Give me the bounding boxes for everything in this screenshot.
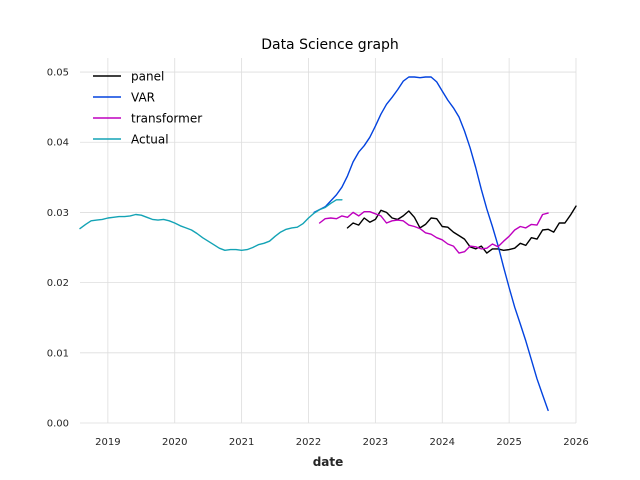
x-tick-label: 2023 — [363, 437, 388, 448]
y-tick-label: 0.00 — [47, 419, 69, 430]
series-lines — [79, 76, 577, 412]
chart-title: Data Science graph — [261, 37, 399, 53]
legend-label-var: VAR — [131, 91, 155, 105]
x-tick-label: 2020 — [162, 437, 187, 448]
series-line-transformer — [318, 211, 549, 254]
legend: panel VAR transformer Actual — [93, 70, 202, 147]
series-line-actual — [79, 199, 343, 251]
series-line-panel — [346, 205, 577, 254]
legend-label-actual: Actual — [131, 133, 169, 147]
x-tick-label: 2022 — [296, 437, 321, 448]
x-tick-label: 2024 — [430, 437, 455, 448]
y-tick-label: 0.04 — [47, 138, 69, 149]
x-axis-ticks: 2019 2020 2021 2022 2023 2024 2025 2026 — [95, 437, 589, 448]
x-tick-label: 2019 — [95, 437, 120, 448]
x-tick-label: 2021 — [229, 437, 254, 448]
x-axis-label: date — [313, 455, 344, 469]
y-tick-label: 0.03 — [47, 208, 69, 219]
x-tick-label: 2025 — [496, 437, 521, 448]
y-tick-label: 0.02 — [47, 278, 69, 289]
legend-label-panel: panel — [131, 70, 164, 84]
legend-label-transformer: transformer — [131, 112, 202, 126]
series-line-var — [313, 76, 549, 412]
y-axis-ticks: 0.00 0.01 0.02 0.03 0.04 0.05 — [47, 68, 69, 430]
y-tick-label: 0.05 — [47, 68, 69, 79]
y-tick-label: 0.01 — [47, 348, 69, 359]
x-tick-label: 2026 — [563, 437, 588, 448]
